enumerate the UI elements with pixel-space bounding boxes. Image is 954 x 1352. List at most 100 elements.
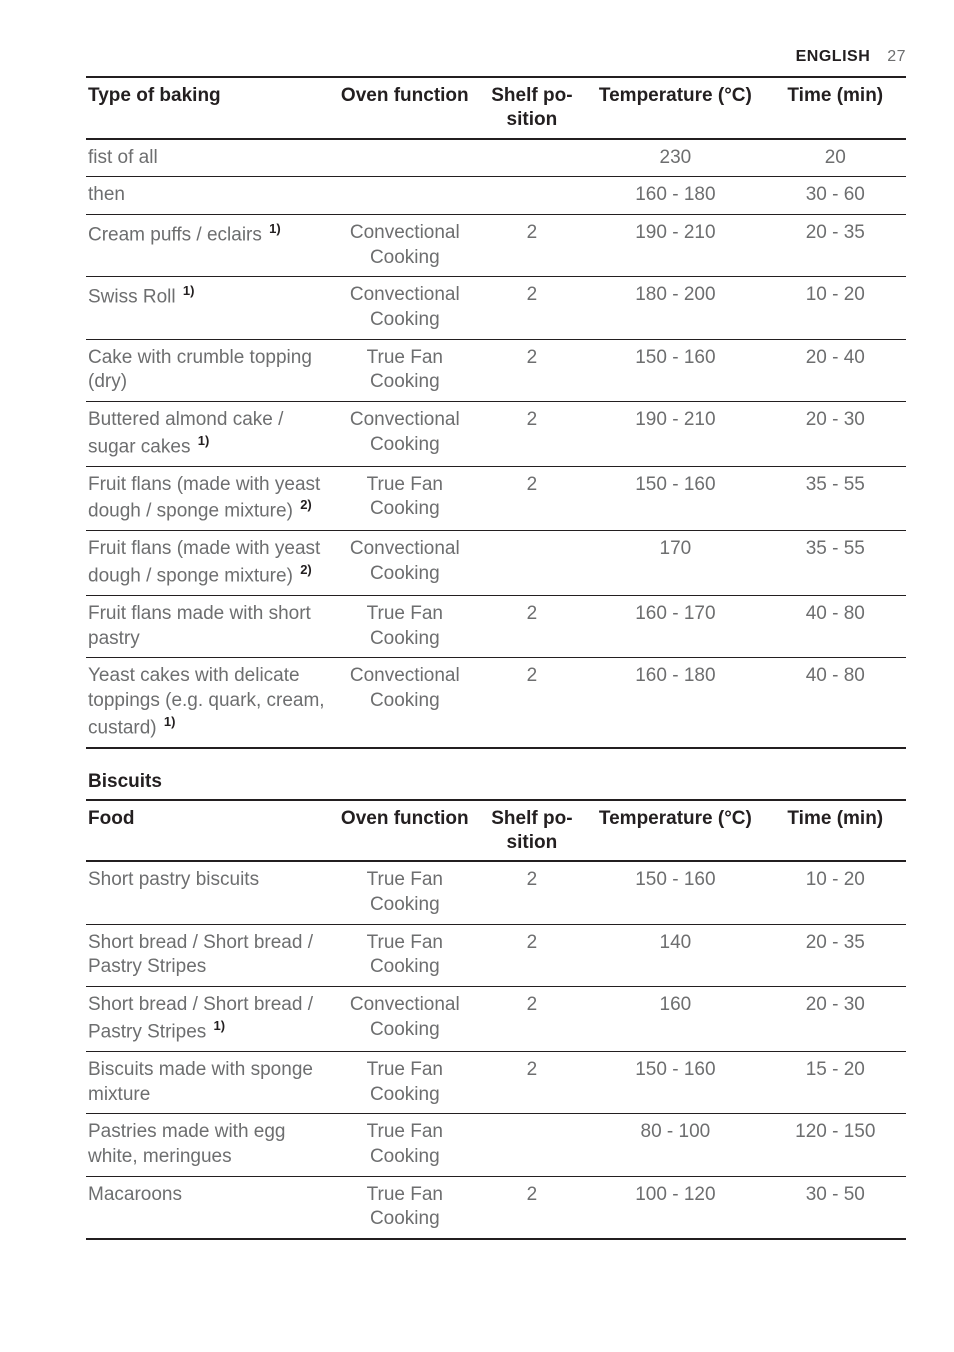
footnote-marker: 2) (300, 497, 312, 512)
cell-position: 2 (480, 987, 587, 1052)
cell-name: Swiss Roll 1) (86, 277, 332, 339)
cell-name: Macaroons (86, 1176, 332, 1239)
cell-time: 20 - 30 (767, 987, 906, 1052)
cell-temperature: 190 - 210 (586, 402, 766, 467)
cell-function: True Fan Cooking (332, 861, 480, 924)
cell-name: Yeast cakes with deli­cate toppings (e.g… (86, 658, 332, 748)
cell-function: Convectional Cooking (332, 277, 480, 339)
cell-temperature: 160 - 180 (586, 658, 766, 748)
baking-table: Type of baking Oven func­tion Shelf po­s… (86, 76, 906, 749)
cell-position (480, 177, 587, 215)
biscuits-table: Food Oven func­tion Shelf po­sition Temp… (86, 799, 906, 1240)
cell-name: fist of all (86, 139, 332, 177)
col-time: Time (min) (767, 77, 906, 139)
cell-function: Convectional Cooking (332, 402, 480, 467)
cell-function: Convectional Cooking (332, 214, 480, 276)
table-row: Short bread / Short bread / Pastry Strip… (86, 987, 906, 1052)
footnote-marker: 1) (164, 714, 176, 729)
cell-position: 2 (480, 924, 587, 986)
table-row: then160 - 18030 - 60 (86, 177, 906, 215)
table-row: Short pastry biscuitsTrue Fan Cooking215… (86, 861, 906, 924)
cell-temperature: 150 - 160 (586, 861, 766, 924)
cell-temperature: 190 - 210 (586, 214, 766, 276)
cell-time: 120 - 150 (767, 1114, 906, 1176)
cell-temperature: 230 (586, 139, 766, 177)
cell-name: Cake with crumble topping (dry) (86, 339, 332, 401)
cell-function: Convectional Cooking (332, 987, 480, 1052)
cell-temperature: 170 (586, 531, 766, 596)
footnote-marker: 2) (300, 562, 312, 577)
cell-temperature: 150 - 160 (586, 1051, 766, 1113)
table-row: Buttered almond cake / sugar cakes 1)Con… (86, 402, 906, 467)
col-position: Shelf po­sition (480, 77, 587, 139)
col-type: Type of baking (86, 77, 332, 139)
col-temperature: Temperature (°C) (586, 800, 766, 862)
biscuits-table-body: Short pastry biscuitsTrue Fan Cooking215… (86, 861, 906, 1239)
cell-position: 2 (480, 1176, 587, 1239)
cell-time: 10 - 20 (767, 277, 906, 339)
cell-time: 15 - 20 (767, 1051, 906, 1113)
cell-time: 10 - 20 (767, 861, 906, 924)
cell-position: 2 (480, 861, 587, 924)
cell-time: 40 - 80 (767, 658, 906, 748)
cell-name: Biscuits made with sponge mixture (86, 1051, 332, 1113)
cell-name: Fruit flans (made with yeast dough / spo… (86, 466, 332, 531)
page-header-number: 27 (887, 48, 906, 65)
cell-time: 40 - 80 (767, 596, 906, 658)
cell-position: 2 (480, 658, 587, 748)
cell-position: 2 (480, 1051, 587, 1113)
cell-time: 20 - 40 (767, 339, 906, 401)
cell-name: Buttered almond cake / sugar cakes 1) (86, 402, 332, 467)
footnote-marker: 1) (214, 1018, 226, 1033)
page-header-lang: ENGLISH (796, 48, 871, 65)
table-header-row: Food Oven func­tion Shelf po­sition Temp… (86, 800, 906, 862)
cell-position: 2 (480, 339, 587, 401)
col-temperature: Temperature (°C) (586, 77, 766, 139)
col-function: Oven func­tion (332, 800, 480, 862)
table-row: Fruit flans (made with yeast dough / spo… (86, 466, 906, 531)
table-row: Fruit flans made with short pastryTrue F… (86, 596, 906, 658)
col-function: Oven func­tion (332, 77, 480, 139)
table-row: Yeast cakes with deli­cate toppings (e.g… (86, 658, 906, 748)
table-row: MacaroonsTrue Fan Cooking2100 - 12030 - … (86, 1176, 906, 1239)
cell-name: Short bread / Short bread / Pastry Strip… (86, 987, 332, 1052)
table-row: fist of all 23020 (86, 139, 906, 177)
cell-name: Cream puffs / eclairs 1) (86, 214, 332, 276)
cell-time: 35 - 55 (767, 466, 906, 531)
table-row: Fruit flans (made with yeast dough / spo… (86, 531, 906, 596)
cell-name: Short bread / Short bread / Pastry Strip… (86, 924, 332, 986)
cell-time: 20 - 35 (767, 924, 906, 986)
cell-position (480, 139, 587, 177)
col-position: Shelf po­sition (480, 800, 587, 862)
table-row: Short bread / Short bread / Pastry Strip… (86, 924, 906, 986)
table-row: Cake with crumble topping (dry)True Fan … (86, 339, 906, 401)
section-title-biscuits: Biscuits (88, 771, 906, 793)
cell-temperature: 140 (586, 924, 766, 986)
cell-name: Pastries made with egg white, merin­gues (86, 1114, 332, 1176)
cell-time: 30 - 50 (767, 1176, 906, 1239)
col-food: Food (86, 800, 332, 862)
cell-function: True Fan Cooking (332, 596, 480, 658)
cell-position: 2 (480, 277, 587, 339)
cell-function: True Fan Cooking (332, 466, 480, 531)
cell-position: 2 (480, 402, 587, 467)
cell-function: Convectional Cooking (332, 658, 480, 748)
cell-position: 2 (480, 466, 587, 531)
cell-function (332, 177, 480, 215)
cell-time: 35 - 55 (767, 531, 906, 596)
cell-name: Fruit flans (made with yeast dough / spo… (86, 531, 332, 596)
cell-temperature: 100 - 120 (586, 1176, 766, 1239)
cell-time: 20 (767, 139, 906, 177)
cell-temperature: 160 (586, 987, 766, 1052)
cell-temperature: 160 - 170 (586, 596, 766, 658)
cell-name: then (86, 177, 332, 215)
page-header: ENGLISH 27 (86, 48, 906, 66)
cell-temperature: 160 - 180 (586, 177, 766, 215)
table-header-row: Type of baking Oven func­tion Shelf po­s… (86, 77, 906, 139)
cell-temperature: 150 - 160 (586, 339, 766, 401)
table-row: Biscuits made with sponge mixtureTrue Fa… (86, 1051, 906, 1113)
cell-function: True Fan Cooking (332, 339, 480, 401)
cell-position: 2 (480, 596, 587, 658)
table-row: Swiss Roll 1)Convectional Cooking2180 - … (86, 277, 906, 339)
cell-time: 20 - 35 (767, 214, 906, 276)
